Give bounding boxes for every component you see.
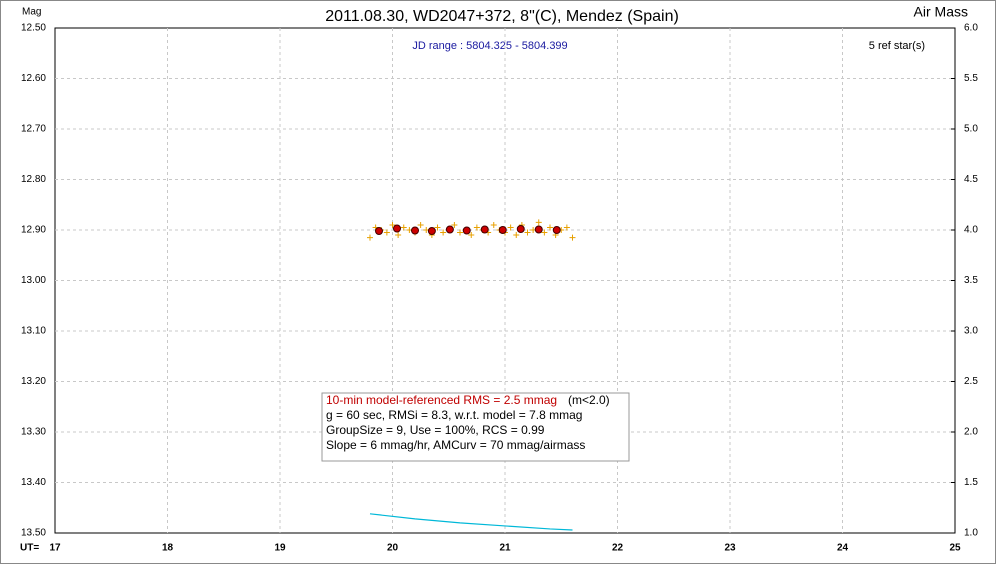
x-tick-label: 25 [949,543,961,554]
stats-rms-note: (m<2.0) [568,393,610,407]
y2-tick-label: 2.5 [964,376,978,387]
observation-point [507,224,514,231]
average-point [462,226,471,235]
x-tick-label: 17 [49,543,61,554]
average-point [480,225,489,234]
y-tick-label: 13.10 [21,326,46,337]
y2-tick-label: 3.0 [964,326,978,337]
y-tick-label: 13.40 [21,477,46,488]
y2-tick-label: 2.0 [964,427,978,438]
x-tick-label: 19 [274,543,286,554]
observation-point [383,229,390,236]
observation-point [569,234,576,241]
stats-rms: 10-min model-referenced RMS = 2.5 mmag [326,393,557,407]
y2-tick-label: 5.0 [964,124,978,135]
x-tick-label: 18 [162,543,174,554]
observation-point [473,224,480,231]
y2-tick-label: 5.5 [964,73,978,84]
y2-tick-label: 6.0 [964,23,978,34]
y2-tick-label: 4.0 [964,225,978,236]
average-point [552,226,561,234]
observation-point [490,221,497,228]
x-tick-label: 24 [837,543,849,554]
average-point [445,225,454,234]
stats-line: Slope = 6 mmag/hr, AMCurv = 70 mmag/airm… [326,438,585,452]
y-tick-label: 12.70 [21,124,46,135]
y2-tick-label: 1.0 [964,528,978,539]
observation-point [541,229,548,236]
observation-point [468,232,475,239]
y-tick-label: 12.60 [21,73,46,84]
y-tick-label: 13.20 [21,376,46,387]
observation-point [563,224,570,231]
marks [367,219,576,531]
y2-axis-label: Air Mass [914,4,968,20]
average-point [427,227,436,236]
y-tick-label: 12.50 [21,23,46,34]
average-point [375,227,383,236]
y2-tick-label: 4.5 [964,174,978,185]
average-point [534,225,543,234]
stats-frame [321,392,630,462]
average-point [411,226,419,235]
observation-point [417,221,424,228]
y-tick-label: 13.30 [21,427,46,438]
observation-point [389,221,396,228]
stats-line: GroupSize = 9, Use = 100%, RCS = 0.99 [326,423,545,437]
y-tick-label: 12.90 [21,225,46,236]
stats-line: g = 60 sec, RMSi = 8.3, w.r.t. model = 7… [326,408,582,422]
observation-point [524,229,531,236]
average-point [498,226,507,234]
observation-point [434,224,441,231]
average-point [516,224,525,233]
observation-point [513,232,520,239]
observation-point [547,224,553,231]
observation-point [535,219,542,226]
x-tick-label: 21 [499,543,511,554]
y-axis-label: Mag [22,7,41,18]
air-mass-line [369,513,573,531]
x-tick-label: 22 [612,543,624,554]
observation-point [400,224,407,231]
x-axis-label: UT= [20,543,39,554]
y-tick-label: 13.50 [21,528,46,539]
x-tick-label: 20 [387,543,399,554]
observation-point [440,229,447,236]
average-point [393,224,401,233]
y-tick-label: 12.80 [21,174,46,185]
observation-point [457,229,463,236]
observation-point [395,232,402,239]
y2-tick-label: 1.5 [964,477,978,488]
x-tick-label: 23 [724,543,736,554]
observation-point [367,234,373,241]
chart-title: 2011.08.30, WD2047+372, 8"(C), Mendez (S… [325,8,679,25]
jd-range: JD range : 5804.325 - 5804.399 [412,40,567,52]
y2-tick-label: 3.5 [964,275,978,286]
ref-stars: 5 ref star(s) [869,40,925,52]
observation-point [451,221,458,228]
y-tick-label: 13.00 [21,275,46,286]
stats-box: 10-min model-referenced RMS = 2.5 mmag (… [321,392,630,462]
